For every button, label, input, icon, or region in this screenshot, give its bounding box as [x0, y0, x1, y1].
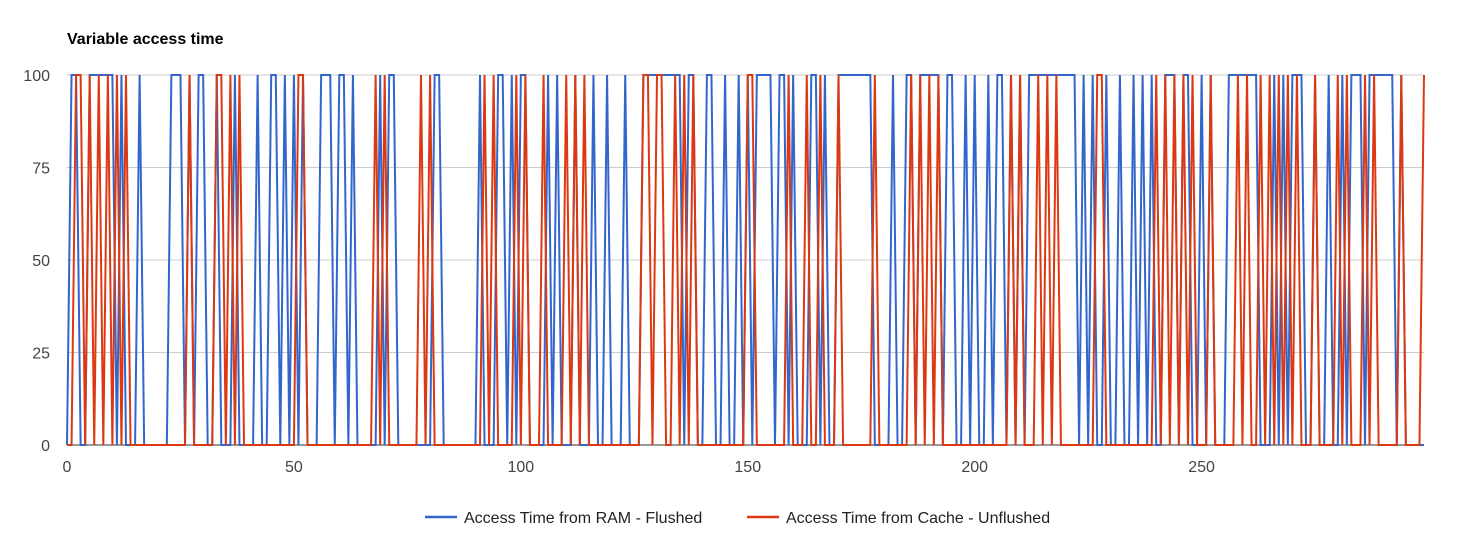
chart-title: Variable access time	[67, 31, 224, 48]
x-tick-label: 250	[1188, 459, 1215, 476]
y-tick-label: 0	[41, 438, 50, 455]
x-tick-label: 50	[285, 459, 303, 476]
x-tick-label: 150	[734, 459, 761, 476]
legend-item-ram[interactable]: Access Time from RAM - Flushed	[425, 510, 702, 527]
x-axis-ticks: 0 50 100 150 200 250	[63, 459, 1216, 476]
legend-label-ram: Access Time from RAM - Flushed	[464, 510, 702, 527]
y-tick-label: 25	[32, 346, 50, 363]
y-axis-ticks: 0 25 50 75 100	[23, 68, 50, 455]
x-tick-label: 200	[961, 459, 988, 476]
x-tick-label: 100	[507, 459, 534, 476]
legend-item-cache[interactable]: Access Time from Cache - Unflushed	[747, 510, 1050, 527]
legend-label-cache: Access Time from Cache - Unflushed	[786, 510, 1050, 527]
series-line-cache-unflushed	[67, 74, 1425, 446]
y-tick-label: 50	[32, 253, 50, 270]
y-tick-label: 75	[32, 161, 50, 178]
series-lines	[66, 74, 1425, 446]
legend: Access Time from RAM - Flushed Access Ti…	[425, 510, 1050, 527]
x-tick-label: 0	[63, 459, 72, 476]
y-tick-label: 100	[23, 68, 50, 85]
